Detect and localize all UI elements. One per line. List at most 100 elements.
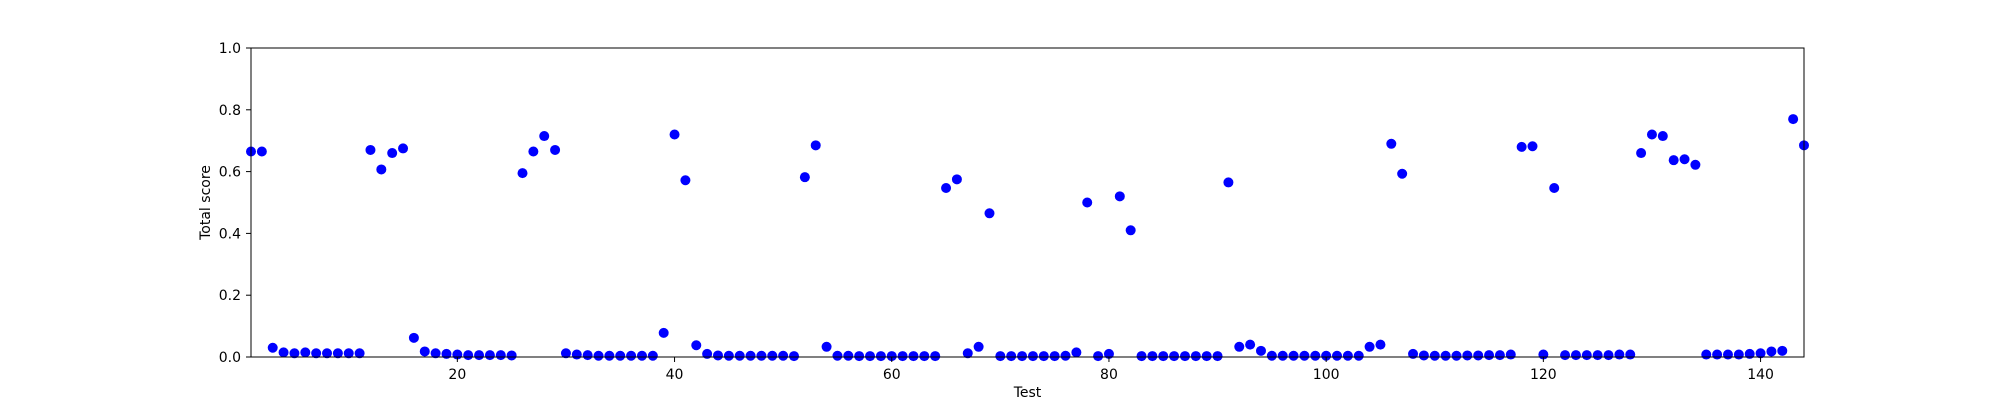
x-tick-label: 140 bbox=[1747, 367, 1774, 383]
data-point bbox=[1690, 159, 1701, 170]
data-point bbox=[1462, 350, 1473, 361]
data-point bbox=[810, 140, 821, 151]
data-point bbox=[1353, 350, 1364, 361]
data-point bbox=[560, 348, 571, 359]
data-point bbox=[506, 350, 517, 361]
data-point bbox=[343, 348, 354, 359]
data-point bbox=[908, 351, 919, 362]
data-point bbox=[278, 347, 289, 358]
data-point bbox=[734, 350, 745, 361]
data-point bbox=[398, 143, 409, 154]
data-point bbox=[1766, 346, 1777, 357]
x-tick-label: 20 bbox=[448, 367, 466, 383]
y-tick-label: 0.0 bbox=[219, 350, 241, 366]
data-point bbox=[1560, 350, 1571, 361]
data-point bbox=[408, 332, 419, 343]
data-point bbox=[1364, 341, 1375, 352]
x-axis-label: Test bbox=[1013, 385, 1042, 400]
plot-frame bbox=[250, 47, 1805, 358]
data-point bbox=[495, 350, 506, 361]
data-point bbox=[1179, 351, 1190, 362]
data-point bbox=[430, 348, 441, 359]
data-point bbox=[322, 348, 333, 359]
x-tick-label: 100 bbox=[1313, 367, 1340, 383]
data-point bbox=[1527, 141, 1538, 152]
data-point bbox=[930, 351, 941, 362]
data-point bbox=[1245, 339, 1256, 350]
data-point bbox=[1549, 182, 1560, 193]
data-point bbox=[441, 348, 452, 359]
data-point bbox=[1712, 349, 1723, 360]
x-tick-label: 80 bbox=[1100, 367, 1118, 383]
data-point bbox=[463, 350, 474, 361]
data-point bbox=[1701, 349, 1712, 360]
data-point bbox=[1603, 350, 1614, 361]
data-point bbox=[550, 144, 561, 155]
data-point bbox=[626, 350, 637, 361]
data-point bbox=[1777, 345, 1788, 356]
data-point bbox=[821, 341, 832, 352]
data-point bbox=[1006, 351, 1017, 362]
data-point bbox=[854, 351, 865, 362]
data-point bbox=[995, 351, 1006, 362]
data-point bbox=[1755, 348, 1766, 359]
data-point bbox=[647, 350, 658, 361]
data-point bbox=[799, 172, 810, 183]
data-point bbox=[1201, 351, 1212, 362]
data-point bbox=[669, 129, 680, 140]
data-point bbox=[1017, 351, 1028, 362]
x-tick-label: 120 bbox=[1530, 367, 1557, 383]
data-point bbox=[311, 348, 322, 359]
data-point bbox=[1440, 350, 1451, 361]
data-point bbox=[832, 350, 843, 361]
y-tick-label: 0.6 bbox=[219, 165, 241, 181]
data-point bbox=[1429, 350, 1440, 361]
data-point bbox=[1277, 350, 1288, 361]
data-point bbox=[1169, 351, 1180, 362]
data-point bbox=[1299, 350, 1310, 361]
data-point bbox=[1190, 351, 1201, 362]
data-point bbox=[1722, 349, 1733, 360]
data-point bbox=[571, 349, 582, 360]
data-point bbox=[984, 208, 995, 219]
data-point bbox=[691, 340, 702, 351]
data-point bbox=[1332, 350, 1343, 361]
y-tick-label: 1.0 bbox=[219, 41, 241, 57]
data-point bbox=[1212, 351, 1223, 362]
data-point bbox=[1668, 155, 1679, 166]
y-tick-label: 0.8 bbox=[219, 103, 241, 119]
data-point bbox=[712, 350, 723, 361]
data-point bbox=[1234, 341, 1245, 352]
data-point bbox=[517, 168, 528, 179]
data-point bbox=[745, 350, 756, 361]
data-point bbox=[593, 350, 604, 361]
data-point bbox=[1581, 350, 1592, 361]
data-point bbox=[1288, 350, 1299, 361]
x-tick-label: 60 bbox=[883, 367, 901, 383]
data-point bbox=[1494, 350, 1505, 361]
data-point bbox=[419, 346, 430, 357]
data-point bbox=[376, 164, 387, 175]
data-point bbox=[658, 327, 669, 338]
data-point bbox=[1060, 350, 1071, 361]
data-point bbox=[484, 350, 495, 361]
data-point bbox=[289, 348, 300, 359]
data-point bbox=[919, 351, 930, 362]
data-point bbox=[1657, 131, 1668, 142]
data-point bbox=[1484, 350, 1495, 361]
data-point bbox=[843, 350, 854, 361]
data-point bbox=[951, 174, 962, 185]
data-point bbox=[1625, 349, 1636, 360]
data-point bbox=[1223, 177, 1234, 188]
data-point bbox=[702, 348, 713, 359]
x-tick-label: 40 bbox=[666, 367, 684, 383]
data-point bbox=[1375, 339, 1386, 350]
data-point bbox=[875, 351, 886, 362]
y-tick-label: 0.2 bbox=[219, 288, 241, 304]
y-axis-ticks: 0.0 0.2 0.4 0.6 0.8 1.0 bbox=[219, 41, 251, 366]
data-point bbox=[267, 342, 278, 353]
data-point bbox=[1408, 348, 1419, 359]
data-point bbox=[723, 350, 734, 361]
data-point bbox=[387, 148, 398, 159]
